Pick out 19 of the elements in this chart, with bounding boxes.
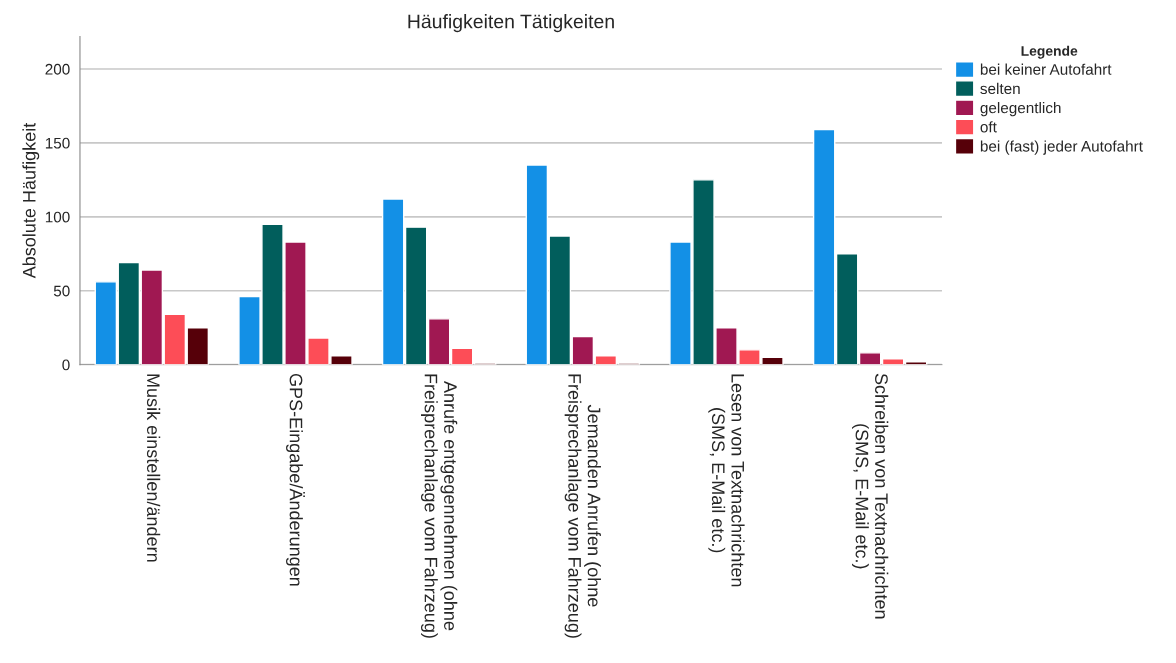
y-tick-label: 0 xyxy=(62,359,70,371)
x-tick-label: GPS-Eingabe/Änderungen xyxy=(286,373,305,586)
legend-label: oft xyxy=(980,121,997,133)
x-tick-label: Lesen von Textnachrichten (SMS, E-Mail etc.) xyxy=(708,374,745,587)
y-tick-label: 50 xyxy=(53,285,70,297)
y-axis-title: Absolute Häufigkeit xyxy=(22,122,40,279)
x-tick-label: Jemanden Anrufen (ohne Freisprechanlage vom Fahrzeug) xyxy=(564,374,601,638)
chart-title: Häufigkeiten Tätigkeiten xyxy=(408,14,614,33)
y-tick-label: 200 xyxy=(45,63,70,75)
x-tick-label: Musik einstellen/ändern xyxy=(146,374,161,562)
legend-label: selten xyxy=(980,82,1020,95)
x-tick-label: Schreiben von Textnachrichten (SMS, E-Mail etc.) xyxy=(852,373,889,619)
legend-label: bei (fast) jeder Autofahrt xyxy=(980,140,1143,155)
legend-label: bei keiner Autofahrt xyxy=(980,63,1112,75)
legend-title: Legende xyxy=(1021,45,1078,59)
x-tick-label: Anrufe entgegennehmen (ohne Freisprechanlage vom Fahrzeug) xyxy=(421,374,458,638)
y-tick-label: 100 xyxy=(45,211,70,223)
y-tick-label: 150 xyxy=(45,137,70,149)
legend-label: gelegentlich xyxy=(980,102,1061,117)
